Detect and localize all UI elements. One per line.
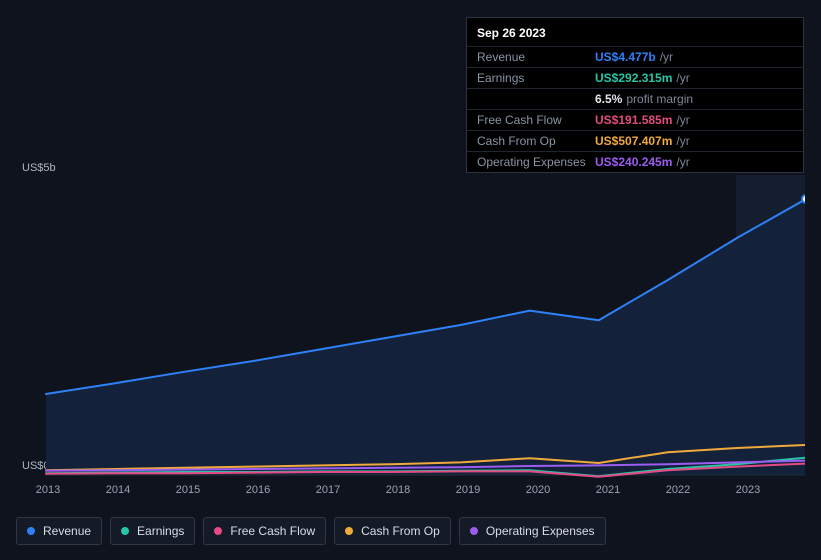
- chart-root: { "tooltip": { "date": "Sep 26 2023", "r…: [0, 0, 821, 560]
- tooltip-row-value: US$4.477b: [595, 50, 656, 64]
- x-axis-tick: 2017: [316, 484, 340, 496]
- tooltip-row-unit: /yr: [676, 71, 689, 85]
- legend-dot-icon: [27, 527, 35, 535]
- legend-item[interactable]: Cash From Op: [334, 517, 451, 545]
- tooltip-row-value: US$292.315m: [595, 71, 672, 85]
- tooltip-row-value: 6.5%: [595, 92, 622, 106]
- legend-label: Revenue: [43, 524, 91, 538]
- legend-label: Operating Expenses: [486, 524, 595, 538]
- legend-dot-icon: [470, 527, 478, 535]
- series-end-dot: [802, 195, 805, 203]
- x-axis-tick: 2022: [666, 484, 690, 496]
- legend-item[interactable]: Revenue: [16, 517, 102, 545]
- tooltip-date: Sep 26 2023: [467, 24, 803, 46]
- tooltip-row-unit: /yr: [676, 134, 689, 148]
- legend-item[interactable]: Operating Expenses: [459, 517, 606, 545]
- x-axis-tick: 2014: [106, 484, 130, 496]
- x-axis-tick: 2016: [246, 484, 270, 496]
- tooltip-row-unit: profit margin: [626, 92, 693, 106]
- tooltip-row-value: US$191.585m: [595, 113, 672, 127]
- revenue-area: [46, 199, 805, 475]
- legend: Revenue Earnings Free Cash Flow Cash From O…: [16, 517, 606, 545]
- tooltip-row: EarningsUS$292.315m/yr: [467, 67, 803, 88]
- x-axis-tick: 2013: [36, 484, 60, 496]
- line-chart[interactable]: [16, 160, 805, 480]
- tooltip-row-label: Free Cash Flow: [477, 113, 595, 127]
- tooltip-row-label: Cash From Op: [477, 134, 595, 148]
- x-axis-tick: 2021: [596, 484, 620, 496]
- tooltip-row: 6.5% profit margin: [467, 88, 803, 109]
- tooltip-row-label: Earnings: [477, 71, 595, 85]
- tooltip-row-unit: /yr: [676, 113, 689, 127]
- legend-label: Cash From Op: [361, 524, 440, 538]
- legend-item[interactable]: Earnings: [110, 517, 195, 545]
- x-axis-tick: 2023: [736, 484, 760, 496]
- tooltip-row: RevenueUS$4.477b/yr: [467, 46, 803, 67]
- legend-item[interactable]: Free Cash Flow: [203, 517, 326, 545]
- legend-label: Earnings: [137, 524, 184, 538]
- x-axis-tick: 2019: [456, 484, 480, 496]
- x-axis-tick: 2015: [176, 484, 200, 496]
- legend-dot-icon: [345, 527, 353, 535]
- x-axis-tick: 2018: [386, 484, 410, 496]
- tooltip-panel: Sep 26 2023 RevenueUS$4.477b/yrEarningsU…: [466, 17, 804, 173]
- legend-dot-icon: [121, 527, 129, 535]
- legend-dot-icon: [214, 527, 222, 535]
- tooltip-row-value: US$507.407m: [595, 134, 672, 148]
- legend-label: Free Cash Flow: [230, 524, 315, 538]
- tooltip-row-unit: /yr: [660, 50, 673, 64]
- tooltip-row-label: Revenue: [477, 50, 595, 64]
- chart-area[interactable]: [16, 160, 805, 480]
- x-axis: 2013201420152016201720182019202020212022…: [44, 484, 804, 502]
- tooltip-row: Free Cash FlowUS$191.585m/yr: [467, 109, 803, 130]
- tooltip-row: Cash From OpUS$507.407m/yr: [467, 130, 803, 151]
- x-axis-tick: 2020: [526, 484, 550, 496]
